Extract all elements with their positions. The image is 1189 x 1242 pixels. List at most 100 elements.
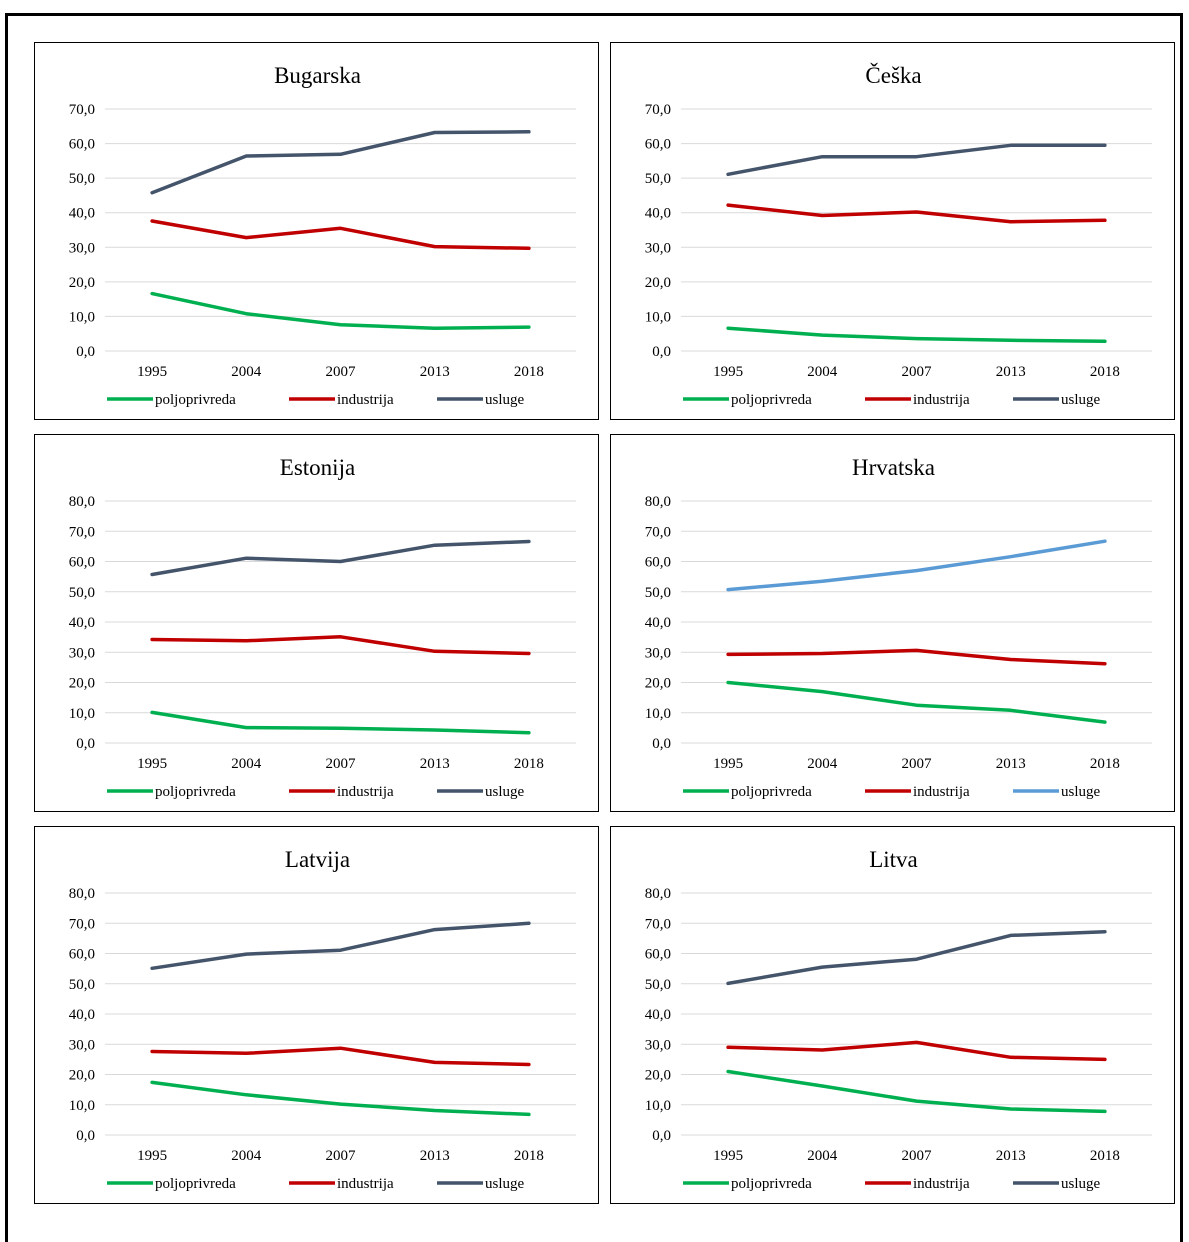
y-tick-label: 60,0 [645, 947, 671, 963]
y-tick-label: 20,0 [69, 676, 95, 692]
x-tick-label: 2007 [902, 1148, 933, 1164]
x-tick-label: 2018 [1090, 364, 1120, 380]
x-tick-label: 2013 [420, 756, 450, 772]
legend-label-usluge: usluge [1061, 784, 1101, 800]
y-tick-label: 10,0 [645, 309, 671, 325]
series-line-usluge [150, 130, 531, 195]
x-tick-label: 2007 [902, 756, 933, 772]
y-tick-label: 40,0 [645, 615, 671, 631]
series-line-industrija [150, 1046, 531, 1067]
y-tick-label: 50,0 [645, 977, 671, 993]
series-line-poljoprivreda [726, 326, 1107, 344]
legend-label-usluge: usluge [485, 1176, 525, 1192]
x-tick-label: 1995 [137, 756, 167, 772]
y-tick-label: 60,0 [69, 555, 95, 571]
y-tick-label: 30,0 [69, 645, 95, 661]
legend-label-usluge: usluge [485, 392, 525, 408]
y-tick-label: 70,0 [645, 916, 671, 932]
y-tick-label: 0,0 [652, 736, 671, 752]
y-tick-label: 30,0 [645, 1037, 671, 1053]
y-tick-label: 50,0 [69, 585, 95, 601]
y-tick-label: 0,0 [76, 344, 95, 360]
chart-panel-2: Estonija 0,0 10,0 20,0 30,0 40,0 50,0 60,0 70,0 8… [34, 434, 599, 812]
y-tick-label: 70,0 [69, 916, 95, 932]
y-tick-label: 80,0 [69, 494, 95, 510]
series-line-poljoprivreda [150, 291, 531, 330]
y-tick-label: 40,0 [69, 615, 95, 631]
y-tick-label: 50,0 [69, 977, 95, 993]
chart-title: Litva [869, 847, 918, 872]
series-line-industrija [150, 635, 531, 656]
legend-label-poljoprivreda: poljoprivreda [731, 784, 812, 800]
series-line-poljoprivreda [150, 710, 531, 735]
y-tick-label: 20,0 [645, 676, 671, 692]
y-tick-label: 60,0 [69, 137, 95, 153]
y-tick-label: 50,0 [69, 171, 95, 187]
y-tick-label: 0,0 [652, 344, 671, 360]
x-tick-label: 1995 [713, 1148, 743, 1164]
y-tick-label: 70,0 [69, 524, 95, 540]
legend-label-usluge: usluge [1061, 392, 1101, 408]
series-line-usluge [726, 143, 1107, 177]
chart-panel-4: Latvija 0,0 10,0 20,0 30,0 40,0 50,0 60,0 70,0 80… [34, 826, 599, 1204]
y-tick-label: 10,0 [69, 1098, 95, 1114]
chart-svg: Bugarska 0,0 10,0 20,0 30,0 40,0 50,0 60,0 70,0 1… [69, 63, 576, 408]
y-tick-label: 80,0 [69, 886, 95, 902]
legend-label-usluge: usluge [485, 784, 525, 800]
x-tick-label: 1995 [713, 364, 743, 380]
x-tick-label: 2004 [807, 1148, 838, 1164]
x-tick-label: 2007 [326, 1148, 357, 1164]
x-tick-label: 2013 [996, 756, 1026, 772]
y-tick-label: 10,0 [645, 706, 671, 722]
y-tick-label: 70,0 [645, 524, 671, 540]
y-tick-label: 0,0 [76, 736, 95, 752]
chart-title: Bugarska [274, 63, 361, 88]
y-tick-label: 0,0 [652, 1128, 671, 1144]
y-tick-label: 50,0 [645, 171, 671, 187]
chart-panel-3: Hrvatska 0,0 10,0 20,0 30,0 40,0 50,0 60,0 70,0 8… [610, 434, 1175, 812]
y-tick-label: 30,0 [69, 240, 95, 256]
y-tick-label: 0,0 [76, 1128, 95, 1144]
series-line-poljoprivreda [150, 1080, 531, 1117]
chart-svg: Litva 0,0 10,0 20,0 30,0 40,0 50,0 60,0 70,0 80,0… [645, 847, 1152, 1192]
chart-title: Estonija [280, 455, 355, 480]
y-tick-label: 40,0 [69, 206, 95, 222]
y-tick-label: 50,0 [645, 585, 671, 601]
chart-panel-1: Češka 0,0 10,0 20,0 30,0 40,0 50,0 60,0 70,0 1995… [610, 42, 1175, 420]
legend-label-industrija: industrija [913, 1176, 970, 1192]
legend-label-poljoprivreda: poljoprivreda [155, 1176, 236, 1192]
x-tick-label: 2007 [326, 756, 357, 772]
y-tick-label: 10,0 [69, 706, 95, 722]
x-tick-label: 2004 [231, 756, 261, 772]
y-tick-label: 80,0 [645, 886, 671, 902]
y-tick-label: 30,0 [69, 1037, 95, 1053]
chart-title: Latvija [285, 847, 350, 872]
y-tick-label: 70,0 [645, 102, 671, 118]
y-tick-label: 60,0 [69, 947, 95, 963]
y-tick-label: 20,0 [69, 1068, 95, 1084]
x-tick-label: 2004 [807, 364, 838, 380]
series-line-industrija [726, 203, 1107, 224]
chart-title: Češka [865, 62, 921, 88]
series-line-poljoprivreda [726, 1069, 1107, 1114]
legend-label-poljoprivreda: poljoprivreda [731, 392, 812, 408]
chart-title: Hrvatska [852, 455, 935, 480]
legend-label-poljoprivreda: poljoprivreda [155, 392, 236, 408]
series-line-usluge [726, 539, 1107, 592]
x-tick-label: 2013 [996, 364, 1026, 380]
y-tick-label: 20,0 [69, 275, 95, 291]
legend-label-industrija: industrija [913, 784, 970, 800]
chart-svg: Hrvatska 0,0 10,0 20,0 30,0 40,0 50,0 60,0 70,0 8… [645, 455, 1152, 800]
legend-label-usluge: usluge [1061, 1176, 1101, 1192]
x-tick-label: 2007 [326, 364, 357, 380]
x-tick-label: 2013 [996, 1148, 1026, 1164]
x-tick-label: 2013 [420, 1148, 450, 1164]
legend-label-industrija: industrija [913, 392, 970, 408]
x-tick-label: 1995 [713, 756, 743, 772]
legend-label-industrija: industrija [337, 392, 394, 408]
y-tick-label: 30,0 [645, 240, 671, 256]
x-tick-label: 2004 [231, 1148, 261, 1164]
x-tick-label: 1995 [137, 364, 167, 380]
y-tick-label: 60,0 [645, 137, 671, 153]
x-tick-label: 2018 [514, 756, 544, 772]
